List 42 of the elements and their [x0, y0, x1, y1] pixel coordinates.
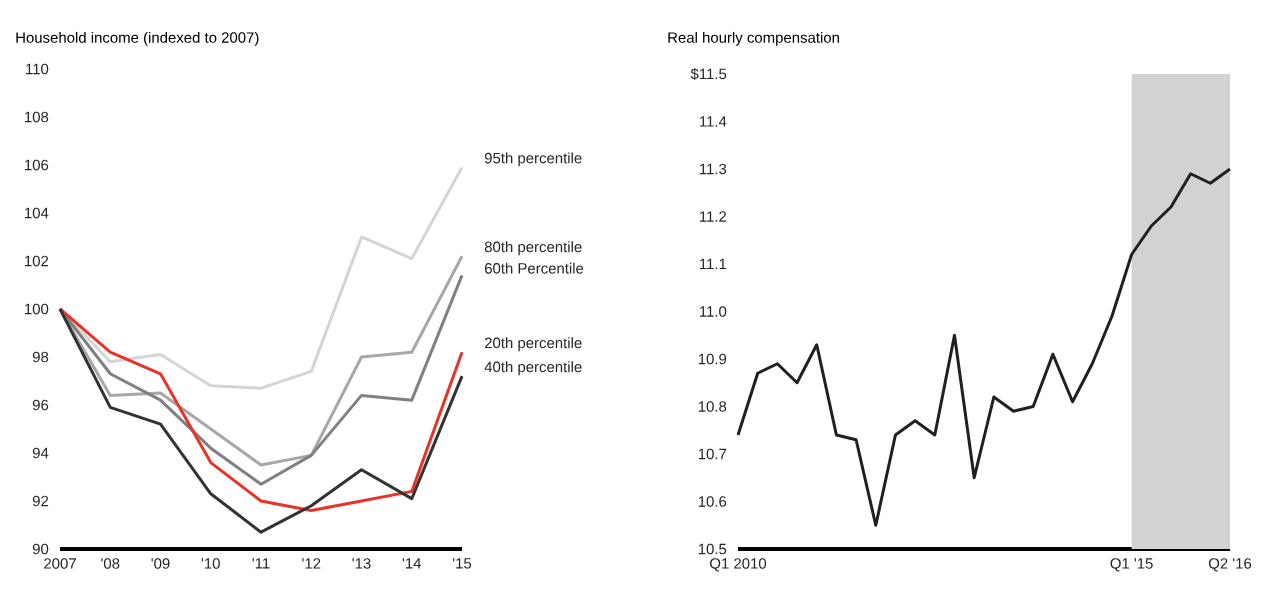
y-tick-label: 98	[32, 351, 49, 363]
y-tick-label: 10.6	[698, 496, 727, 507]
y-tick-label: 108	[25, 111, 49, 123]
series-label: 60th Percentile	[484, 262, 584, 274]
x-tick-label: Q1 '15	[1110, 558, 1153, 572]
y-tick-label: 10.5	[698, 543, 727, 555]
y-tick-label: 90	[32, 543, 49, 555]
series-label: 40th percentile	[484, 361, 582, 376]
x-tick-label: '11	[252, 558, 270, 569]
y-tick-label: 106	[25, 159, 49, 171]
y-tick-label: 11.2	[700, 211, 727, 222]
y-tick-label: $11.5	[690, 67, 727, 81]
y-tick-label: 11.4	[700, 116, 727, 127]
y-tick-label: 10.9	[698, 353, 727, 365]
y-tick-label: 94	[32, 447, 49, 459]
y-tick-label: 10.8	[698, 401, 727, 412]
y-tick-label: 104	[25, 207, 49, 219]
line-series	[736, 167, 1232, 527]
y-tick-label: 11.0	[700, 306, 727, 317]
x-tick-label: 2007	[44, 558, 76, 569]
x-tick-label: '08	[101, 558, 120, 569]
series-label: 80th percentile	[484, 241, 582, 256]
y-tick-label: 110	[26, 63, 49, 75]
chart-title: Real hourly compensation	[668, 31, 839, 46]
y-tick-label: 10.7	[698, 448, 727, 460]
series-label: 20th percentile	[484, 337, 582, 352]
y-tick-label: 92	[32, 495, 49, 507]
x-tick-label: '15	[453, 558, 472, 569]
y-tick-label: 11.1	[700, 258, 727, 270]
x-tick-label: '13	[352, 558, 371, 569]
y-tick-label: 11.3	[700, 163, 727, 175]
x-tick-label: '14	[402, 558, 422, 569]
y-tick-label: 100	[25, 303, 49, 315]
chart-title: Household income (indexed to 2007)	[16, 31, 259, 46]
x-tick-label: '10	[201, 558, 220, 569]
x-tick-label: '09	[151, 558, 170, 569]
y-tick-label: 102	[25, 255, 49, 267]
x-tick-label: '12	[302, 558, 321, 569]
x-tick-label: Q1 2010	[710, 558, 767, 572]
y-tick-label: 96	[32, 399, 49, 411]
x-tick-label: Q2 '16	[1208, 558, 1252, 572]
series-label: 95th percentile	[484, 152, 582, 167]
